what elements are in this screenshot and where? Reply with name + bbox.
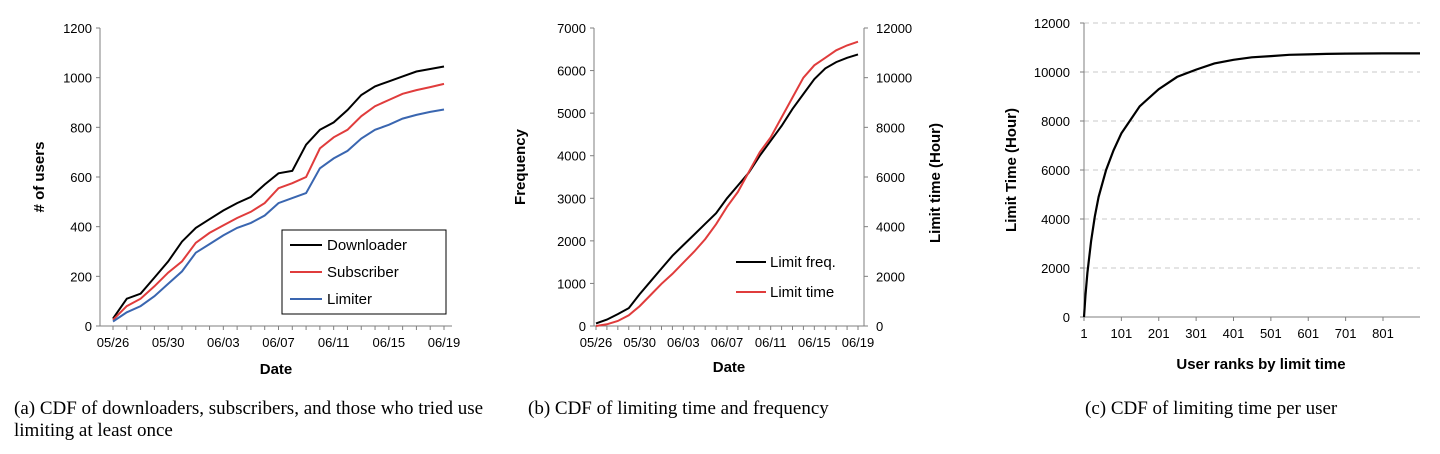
caption-c: (c) CDF of limiting time per user — [1085, 398, 1338, 419]
chart-c-ylabel: Limit Time (Hour) — [1003, 108, 1020, 232]
chart-b-ytick-label: 1000 — [557, 276, 586, 291]
chart-a-xlabel: Date — [260, 361, 293, 378]
chart-a-xtick-label: 06/11 — [318, 335, 350, 350]
chart-a-ytick-label: 400 — [70, 220, 92, 235]
chart-b-legend-label: Limit freq. — [770, 254, 836, 271]
chart-a-ytick-label: 1000 — [63, 71, 92, 86]
chart-b-ytick-label: 5000 — [557, 106, 586, 121]
chart-b-ytick-right-label: 0 — [876, 319, 883, 334]
chart-a-xtick-label: 06/07 — [262, 335, 295, 350]
chart-c-xtick-label: 801 — [1372, 326, 1394, 341]
chart-c-xtick-label: 301 — [1185, 326, 1207, 341]
chart-a-xtick-label: 06/15 — [373, 335, 406, 350]
chart-c-ytick-label: 2000 — [1041, 261, 1070, 276]
chart-a-ytick-label: 200 — [70, 269, 92, 284]
chart-a-legend-label: Subscriber — [327, 264, 399, 281]
chart-a-series-limiter — [112, 108, 445, 323]
chart-a-ytick-label: 0 — [85, 319, 92, 334]
chart-b-ytick-label: 7000 — [557, 21, 586, 36]
chart-b-ytick-right-label: 12000 — [876, 21, 912, 36]
chart-a-xtick-label: 06/19 — [428, 335, 461, 350]
chart-a-series-downloader — [112, 65, 445, 320]
chart-a-ytick-label: 600 — [70, 170, 92, 185]
chart-b-xtick-label: 06/11 — [755, 335, 787, 350]
chart-b-ytick-label: 4000 — [557, 149, 586, 164]
chart-b-ytick-right-label: 8000 — [876, 120, 905, 135]
chart-c-ytick-label: 4000 — [1041, 212, 1070, 227]
chart-b-ytick-right-label: 2000 — [876, 269, 905, 284]
chart-a-ytick-label: 800 — [70, 120, 92, 135]
chart-c-xtick-label: 601 — [1297, 326, 1319, 341]
chart-b-xtick-label: 05/30 — [623, 335, 656, 350]
chart-c-xtick-label: 701 — [1335, 326, 1357, 341]
chart-b-xlabel: Date — [713, 359, 746, 376]
chart-c: 0 2000 4000 6000 8000 10000 12000 1 101 201 301 401… — [1003, 16, 1420, 373]
chart-a-legend-label: Limiter — [327, 291, 372, 308]
chart-b-ylabel-left: Frequency — [512, 128, 529, 205]
chart-c-xtick-label: 201 — [1148, 326, 1170, 341]
chart-c-ytick-label: 6000 — [1041, 163, 1070, 178]
chart-a-ylabel: # of users — [31, 142, 48, 213]
chart-a: 0 200 400 600 800 1000 1200 05/26 05/30 06/03 06/0… — [31, 21, 460, 378]
chart-b: 0 1000 2000 3000 4000 5000 6000 7000 0 2000 4000 60… — [512, 21, 944, 376]
caption-a: (a) CDF of downloaders, subscribers, and… — [14, 398, 484, 441]
chart-b-legend-label: Limit time — [770, 284, 834, 301]
chart-a-xtick-label: 06/03 — [207, 335, 240, 350]
chart-c-ytick-label: 8000 — [1041, 114, 1070, 129]
chart-a-xtick-label: 05/26 — [97, 335, 130, 350]
chart-a-legend-label: Downloader — [327, 237, 407, 254]
chart-b-ylabel-right: Limit time (Hour) — [927, 123, 944, 243]
chart-c-xtick-label: 501 — [1260, 326, 1282, 341]
chart-b-series-right — [595, 40, 859, 327]
chart-b-series-left — [595, 53, 859, 325]
chart-c-ytick-label: 10000 — [1034, 65, 1070, 80]
chart-b-ytick-right-label: 6000 — [876, 170, 905, 185]
chart-a-ytick-label: 1200 — [63, 21, 92, 36]
chart-b-ytick-label: 6000 — [557, 64, 586, 79]
chart-c-xtick-label: 101 — [1111, 326, 1133, 341]
chart-b-xtick-label: 06/07 — [711, 335, 744, 350]
chart-a-xtick-label: 05/30 — [152, 335, 185, 350]
caption-b: (b) CDF of limiting time and frequency — [528, 398, 829, 419]
chart-b-ytick-right-label: 10000 — [876, 71, 912, 86]
chart-a-series-subscriber — [112, 82, 445, 321]
chart-c-series — [1082, 52, 1420, 318]
chart-b-xtick-label: 06/19 — [842, 335, 875, 350]
chart-b-ytick-label: 3000 — [557, 191, 586, 206]
chart-c-xlabel: User ranks by limit time — [1176, 356, 1345, 373]
chart-c-ytick-label: 12000 — [1034, 16, 1070, 31]
chart-c-xtick-label: 401 — [1223, 326, 1245, 341]
chart-b-xtick-label: 06/15 — [798, 335, 831, 350]
chart-b-xtick-label: 06/03 — [667, 335, 700, 350]
chart-b-xtick-label: 05/26 — [580, 335, 613, 350]
chart-b-ytick-label: 0 — [579, 319, 586, 334]
chart-b-ytick-right-label: 4000 — [876, 220, 905, 235]
chart-c-ytick-label: 0 — [1063, 310, 1070, 325]
chart-b-ytick-label: 2000 — [557, 234, 586, 249]
chart-c-xtick-label: 1 — [1080, 326, 1087, 341]
